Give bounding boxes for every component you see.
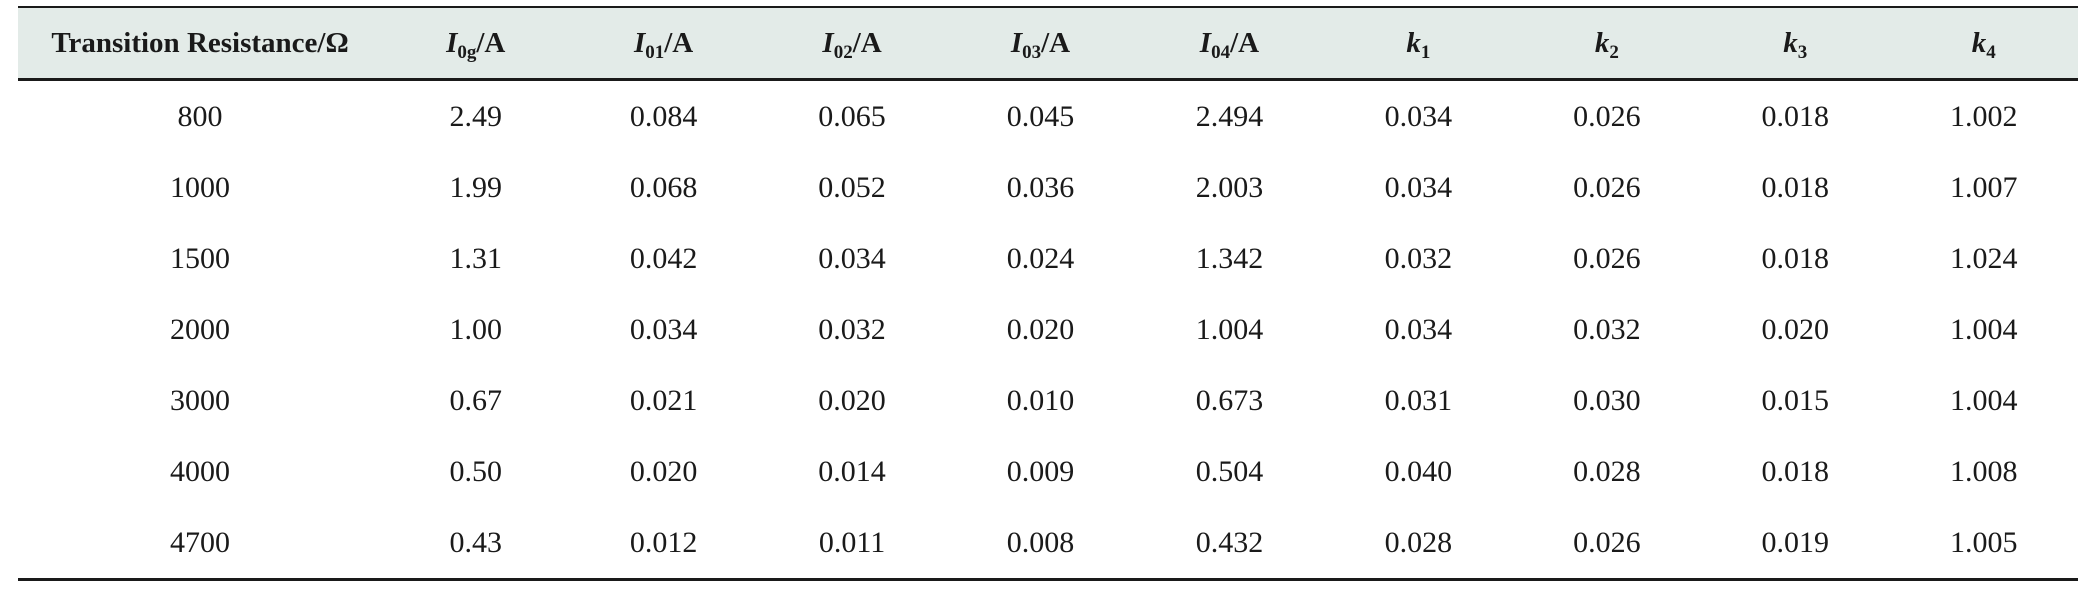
table-row: 1500 1.31 0.042 0.034 0.024 1.342 0.032 … (18, 223, 2078, 294)
table-cell: 1.004 (1950, 383, 2018, 417)
table-cell: 0.018 (1761, 454, 1830, 488)
table-cell: 0.024 (1006, 241, 1075, 275)
table-cell: 0.032 (818, 312, 886, 346)
table-cell: 0.068 (629, 170, 698, 204)
table-cell: 1.002 (1950, 99, 2018, 133)
table-cell: 0.036 (1006, 170, 1075, 204)
table-cell: 0.432 (1134, 507, 1325, 581)
col-header-i04: I04/A (1134, 6, 1325, 81)
col-header-i0g: I0g/A (382, 6, 570, 81)
table-cell: 0.032 (1573, 312, 1641, 346)
table-cell: 0.021 (629, 383, 698, 417)
table-cell: 0.020 (1006, 312, 1075, 346)
table-cell: 0.673 (1195, 383, 1264, 417)
col-header-k4: k4 (1889, 6, 2078, 81)
table-cell: 0.040 (1384, 454, 1453, 488)
table-cell: 2.494 (1195, 99, 1264, 133)
table-cell: 0.010 (1006, 383, 1075, 417)
table-cell: 4700 (18, 507, 383, 581)
table-cell: 1.004 (1950, 312, 2018, 346)
table-cell: 0.034 (1384, 312, 1453, 346)
table-cell: 2.49 (449, 99, 502, 133)
data-table-container: Transition Resistance/Ω I0g/A I01/A I02/… (18, 6, 2078, 581)
table-cell: 0.042 (629, 241, 698, 275)
table-cell: 1.024 (1950, 241, 2018, 275)
col-header-k2: k2 (1512, 6, 1702, 81)
table-cell: 0.032 (1384, 241, 1453, 275)
table-row: 4700 0.43 0.012 0.011 0.008 0.432 0.028 … (18, 507, 2078, 581)
table-cell: 0.034 (629, 312, 698, 346)
table-cell: 1.004 (1195, 312, 1264, 346)
table-cell: 800 (177, 99, 223, 133)
table-cell: 0.065 (818, 99, 886, 133)
table-cell: 0.504 (1195, 454, 1264, 488)
table-cell: 4000 (170, 454, 231, 488)
transition-resistance-table: Transition Resistance/Ω I0g/A I01/A I02/… (18, 6, 2078, 581)
table-cell: 0.034 (1384, 99, 1453, 133)
table-row: 4000 0.50 0.020 0.014 0.009 0.504 0.040 … (18, 436, 2078, 507)
table-cell: 0.019 (1701, 507, 1890, 581)
table-cell: 0.020 (1761, 312, 1830, 346)
table-cell: 0.020 (818, 383, 886, 417)
table-cell: 0.026 (1573, 241, 1641, 275)
table-cell: 1000 (170, 170, 231, 204)
table-cell: 0.084 (629, 99, 698, 133)
table-cell: 0.026 (1573, 99, 1641, 133)
table-cell: 0.43 (382, 507, 570, 581)
table-row: 3000 0.67 0.021 0.020 0.010 0.673 0.031 … (18, 365, 2078, 436)
table-cell: 1.005 (1889, 507, 2078, 581)
table-cell: 0.052 (818, 170, 886, 204)
table-cell: 0.028 (1573, 454, 1641, 488)
table-row: 800 2.49 0.084 0.065 0.045 2.494 0.034 0… (18, 80, 2078, 153)
table-cell: 0.008 (946, 507, 1135, 581)
table-cell: 0.026 (1512, 507, 1702, 581)
table-cell: 0.011 (757, 507, 947, 581)
table-cell: 0.034 (1384, 170, 1453, 204)
table-cell: 0.028 (1324, 507, 1513, 581)
table-cell: 1.00 (449, 312, 502, 346)
col-header-i01: I01/A (569, 6, 758, 81)
col-header-k3: k3 (1701, 6, 1890, 81)
table-cell: 0.026 (1573, 170, 1641, 204)
table-row: 2000 1.00 0.034 0.032 0.020 1.004 0.034 … (18, 294, 2078, 365)
table-cell: 1.99 (449, 170, 502, 204)
table-cell: 0.045 (1006, 99, 1075, 133)
table-cell: 1.31 (449, 241, 502, 275)
col-header-i02: I02/A (757, 6, 947, 81)
table-cell: 0.031 (1384, 383, 1453, 417)
table-cell: 2000 (170, 312, 231, 346)
col-header-transition-resistance: Transition Resistance/Ω (18, 6, 383, 81)
table-cell: 0.018 (1761, 99, 1830, 133)
table-cell: 0.030 (1573, 383, 1641, 417)
table-cell: 0.014 (818, 454, 886, 488)
table-cell: 0.012 (569, 507, 758, 581)
col-header-k1: k1 (1324, 6, 1513, 81)
header-row: Transition Resistance/Ω I0g/A I01/A I02/… (18, 6, 2078, 81)
table-cell: 1.008 (1950, 454, 2018, 488)
table-cell: 1.342 (1195, 241, 1264, 275)
table-cell: 0.67 (449, 383, 502, 417)
table-cell: 0.015 (1761, 383, 1830, 417)
table-cell: 1500 (170, 241, 231, 275)
table-cell: 3000 (170, 383, 231, 417)
col-header-i03: I03/A (946, 6, 1135, 81)
table-cell: 0.018 (1761, 241, 1830, 275)
table-cell: 0.034 (818, 241, 886, 275)
table-cell: 2.003 (1195, 170, 1264, 204)
table-cell: 0.018 (1761, 170, 1830, 204)
table-cell: 1.007 (1950, 170, 2018, 204)
table-cell: 0.009 (1006, 454, 1075, 488)
table-row: 1000 1.99 0.068 0.052 0.036 2.003 0.034 … (18, 152, 2078, 223)
table-cell: 0.50 (449, 454, 502, 488)
table-cell: 0.020 (629, 454, 698, 488)
